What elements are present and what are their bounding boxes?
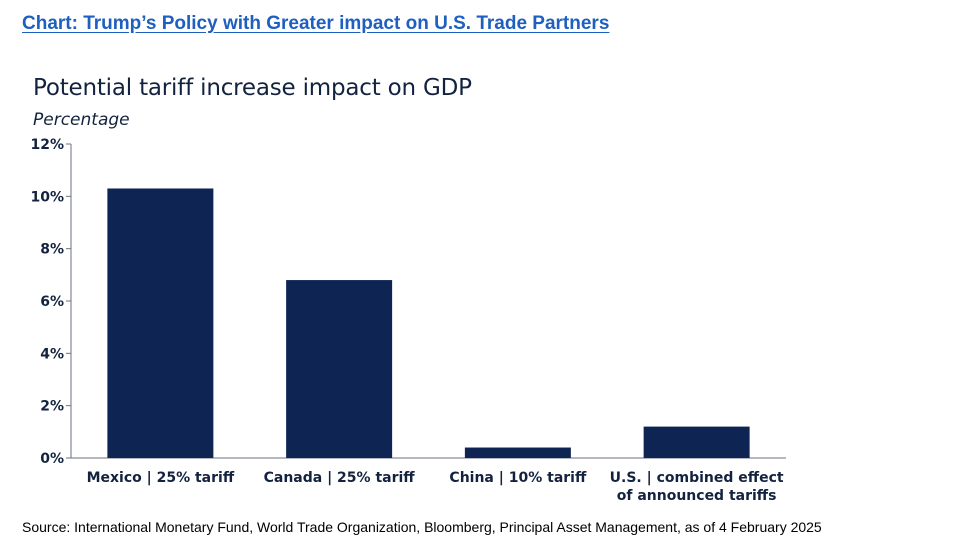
y-tick-label: 8% (40, 242, 64, 258)
page-heading-link[interactable]: Chart: Trump’s Policy with Greater impac… (22, 13, 610, 34)
bar (464, 447, 571, 458)
bar (286, 280, 393, 458)
x-tick-label: of announced tariffs (617, 488, 777, 504)
y-axis-label: Percentage (33, 110, 130, 130)
bar (107, 188, 214, 458)
source-note: Source: International Monetary Fund, Wor… (22, 519, 822, 535)
chart-title: Potential tariff increase impact on GDP (33, 75, 472, 101)
bar (643, 426, 750, 458)
y-tick-label: 12% (30, 137, 64, 153)
x-tick-label: U.S. | combined effect (610, 470, 784, 486)
y-tick-label: 0% (40, 451, 64, 467)
x-tick-label: Canada | 25% tariff (264, 470, 416, 486)
y-tick-label: 4% (40, 346, 64, 362)
y-tick-label: 2% (40, 399, 64, 415)
y-tick-label: 10% (30, 189, 64, 205)
x-tick-label: China | 10% tariff (449, 470, 587, 486)
x-tick-label: Mexico | 25% tariff (87, 470, 235, 486)
y-tick-label: 6% (40, 294, 64, 310)
